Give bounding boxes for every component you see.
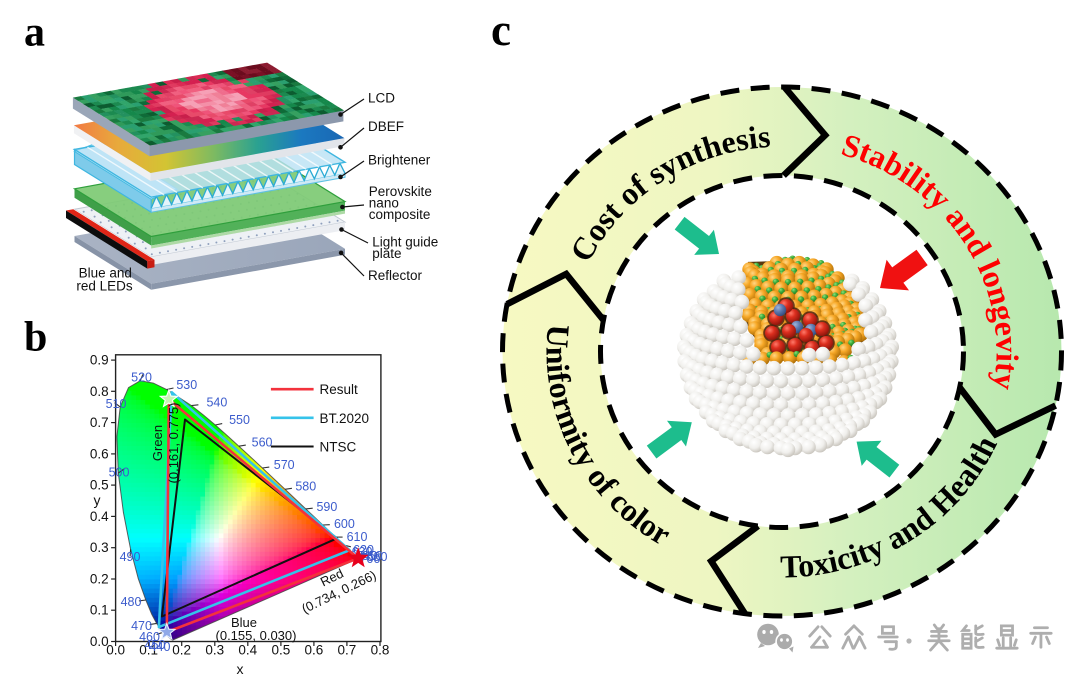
svg-text:Reflector: Reflector <box>368 268 423 283</box>
svg-text:680: 680 <box>367 550 388 564</box>
svg-text:a: a <box>24 10 45 56</box>
svg-text:580: 580 <box>295 479 316 493</box>
svg-text:650: 650 <box>362 549 383 563</box>
svg-text:Perovskite: Perovskite <box>369 184 432 199</box>
svg-text:0.8: 0.8 <box>371 643 390 658</box>
svg-text:NTSC: NTSC <box>320 440 357 455</box>
svg-text:(0.161, 0.775): (0.161, 0.775) <box>166 403 181 484</box>
svg-text:b: b <box>24 315 47 361</box>
svg-text:540: 540 <box>206 396 227 410</box>
svg-text:520: 520 <box>131 371 152 385</box>
svg-text:480: 480 <box>121 595 142 609</box>
svg-text:y: y <box>94 492 101 508</box>
svg-text:0.1: 0.1 <box>139 643 158 658</box>
svg-text:composite: composite <box>369 207 431 222</box>
svg-text:600: 600 <box>334 517 355 531</box>
svg-text:0.3: 0.3 <box>205 643 224 658</box>
svg-text:LCD: LCD <box>368 91 395 106</box>
svg-text:550: 550 <box>229 413 250 427</box>
svg-text:0.9: 0.9 <box>90 353 109 368</box>
svg-text:0.3: 0.3 <box>90 540 109 555</box>
svg-text:BT.2020: BT.2020 <box>320 411 370 426</box>
svg-text:570: 570 <box>274 458 295 472</box>
svg-text:0.6: 0.6 <box>90 446 109 461</box>
svg-text:0.1: 0.1 <box>90 603 109 618</box>
svg-text:Brightener: Brightener <box>368 153 431 168</box>
svg-text:530: 530 <box>176 378 197 392</box>
svg-text:x: x <box>237 661 244 677</box>
svg-text:440: 440 <box>150 640 171 654</box>
svg-text:470: 470 <box>131 619 152 633</box>
svg-text:0.4: 0.4 <box>90 509 109 524</box>
svg-text:Blue and: Blue and <box>79 266 132 281</box>
svg-text:DBEF: DBEF <box>368 119 404 134</box>
svg-text:Light guide: Light guide <box>372 235 438 250</box>
svg-text:red LEDs: red LEDs <box>76 279 133 294</box>
svg-text:Blue: Blue <box>231 615 257 630</box>
svg-text:0.7: 0.7 <box>90 415 109 430</box>
svg-text:nano: nano <box>369 196 399 211</box>
svg-text:0.2: 0.2 <box>90 572 109 587</box>
svg-text:0.0: 0.0 <box>90 634 109 649</box>
svg-text:0.2: 0.2 <box>172 643 191 658</box>
svg-text:0.6: 0.6 <box>305 643 324 658</box>
svg-text:Green: Green <box>150 425 165 461</box>
svg-text:0.8: 0.8 <box>90 384 109 399</box>
svg-text:560: 560 <box>252 436 273 450</box>
svg-text:590: 590 <box>316 500 337 514</box>
svg-text:c: c <box>491 5 511 55</box>
svg-text:0.4: 0.4 <box>238 643 257 658</box>
svg-text:Result: Result <box>320 382 359 397</box>
svg-text:490: 490 <box>120 550 141 564</box>
svg-text:0.7: 0.7 <box>338 643 357 658</box>
svg-text:460: 460 <box>139 630 160 644</box>
svg-text:500: 500 <box>109 466 130 480</box>
svg-text:610: 610 <box>347 530 368 544</box>
svg-text:510: 510 <box>106 397 127 411</box>
svg-text:0.5: 0.5 <box>90 478 109 493</box>
svg-text:0.0: 0.0 <box>106 643 125 658</box>
svg-text:(0.155, 0.030): (0.155, 0.030) <box>216 628 297 643</box>
svg-text:0.5: 0.5 <box>272 643 291 658</box>
svg-text:plate: plate <box>372 246 401 261</box>
svg-text:450: 450 <box>145 638 166 652</box>
